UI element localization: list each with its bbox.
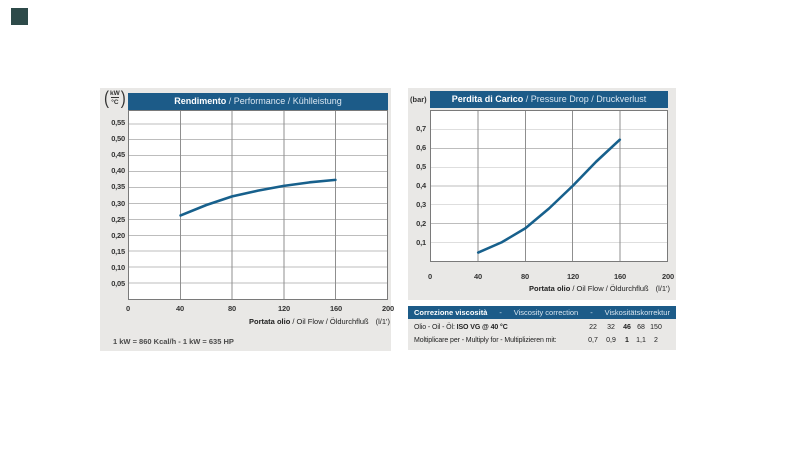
y-tick-label: 0,20 [111,231,125,240]
unit-numerator: kW [110,90,120,97]
y-tick-label: 0,2 [416,219,426,228]
y-tick-label: 0,4 [416,181,426,190]
x-tick-label: 80 [228,304,236,313]
horizontal-gridlines [431,129,667,243]
y-tick-label: 0,35 [111,182,125,191]
multiplier-value: 2 [654,337,658,344]
y-tick-label: 0,45 [111,150,125,159]
y-tick-label: 0,10 [111,263,125,272]
horizontal-gridlines [129,123,387,284]
pressure-drop-plot-area [430,110,668,262]
pressure-drop-chart-title: Perdita di Carico / Pressure Drop / Druc… [430,91,668,108]
x-tick-label: 200 [382,304,394,313]
oil-grade-value: 22 [589,324,597,331]
x-tick-label: 120 [278,304,290,313]
x-tick-label: 0 [126,304,130,313]
y-tick-label: 0,1 [416,238,426,247]
pressure-drop-chart-panel: (bar) Perdita di Carico / Pressure Drop … [408,88,676,300]
performance-plot-area [128,110,388,300]
kw-conversion-footnote: 1 kW = 860 Kcal/h - 1 kW = 635 HP [113,337,234,346]
y-tick-label: 0,15 [111,247,125,256]
viscosity-table-header: Correzione viscosità - Viscosity correct… [408,306,676,319]
x-axis-label: Portata olio / Oil Flow / Öldurchfluß (l/… [249,317,390,326]
multiplier-value: 1,1 [636,337,646,344]
performance-chart-svg [129,111,387,299]
y-tick-label: 0,7 [416,124,426,133]
multiplier-row-label: Moltiplicare per - Multiply for - Multip… [414,337,557,344]
oil-grade-value: 68 [637,324,645,331]
x-tick-label: 160 [330,304,342,313]
oil-grade-row-label: Olio - Oil - Öl: ISO VG @ 40 °C [414,324,508,331]
y-tick-label: 0,3 [416,200,426,209]
pressure-drop-chart-svg [431,111,667,261]
vertical-gridlines [180,111,336,299]
multiplier-value: 0,7 [588,337,598,344]
x-tick-label: 160 [614,272,626,281]
oil-grade-value: 46 [623,324,631,331]
x-tick-label: 40 [176,304,184,313]
x-tick-label: 120 [567,272,579,281]
oil-grade-value: 150 [650,324,662,331]
performance-curve [179,178,337,217]
paren-close: ) [120,87,126,110]
y-tick-label: 0,30 [111,199,125,208]
viscosity-correction-table: Correzione viscosità - Viscosity correct… [408,306,676,350]
y-tick-label: 0,05 [111,279,125,288]
unit-denominator: °C [111,97,119,107]
y-tick-label: 0,55 [111,118,125,127]
x-tick-label: 40 [474,272,482,281]
y-tick-label: 0,25 [111,215,125,224]
paren-open: ( [104,87,109,110]
page-corner-marker [11,8,28,25]
multiplier-value: 0,9 [606,337,616,344]
y-axis-unit-kw-per-c: ( kW °C ) [104,87,126,110]
performance-chart-title: Rendimento / Performance / Kühlleistung [128,93,388,110]
performance-chart-panel: ( kW °C ) Rendimento / Performance / Küh… [100,87,394,351]
pressure-drop-curve [476,138,622,254]
x-tick-label: 0 [428,272,432,281]
x-tick-label: 80 [521,272,529,281]
y-tick-label: 0,6 [416,143,426,152]
x-tick-label: 200 [662,272,674,281]
x-axis-label: Portata olio / Oil Flow / Öldurchfluß (l/… [529,284,670,293]
multiplier-value: 1 [625,337,629,344]
y-tick-label: 0,50 [111,134,125,143]
oil-grade-value: 32 [607,324,615,331]
y-tick-label: 0,40 [111,166,125,175]
y-axis-unit-bar: (bar) [410,95,427,104]
y-tick-label: 0,5 [416,162,426,171]
